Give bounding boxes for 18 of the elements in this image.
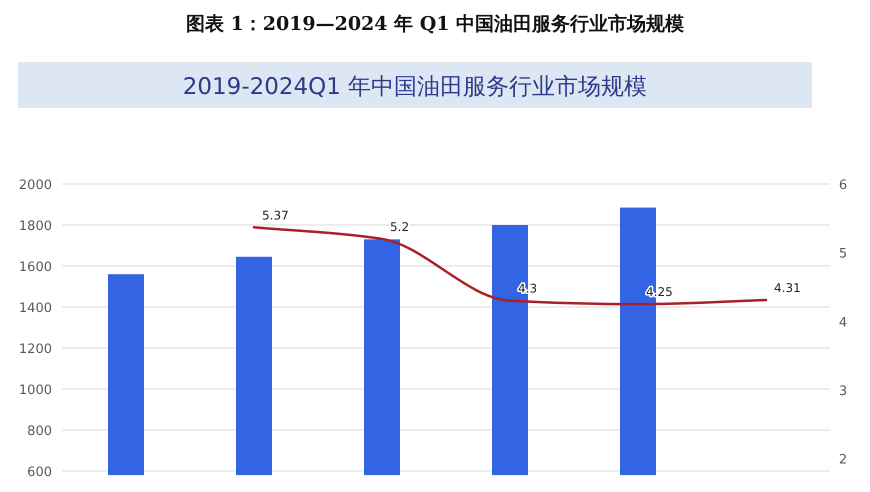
y-tick-label: 600 (27, 465, 52, 480)
y-tick-label: 1200 (18, 342, 52, 357)
y-tick-label: 1600 (18, 260, 52, 275)
y-tick-label: 1800 (18, 219, 52, 234)
y2-tick-label: 2 (838, 452, 848, 468)
data-label: 4.31 (774, 281, 801, 296)
y-tick-label: 800 (27, 424, 52, 439)
y-tick-label: 1400 (18, 301, 52, 316)
y2-tick-label: 3 (838, 384, 848, 399)
y2-tick-label: 4 (838, 315, 848, 330)
y-tick-label: 2000 (18, 178, 52, 193)
chart-title: 图表 1：2019—2024 年 Q1 中国油田服务行业市场规模 (186, 13, 684, 35)
y-tick-label: 1000 (18, 383, 52, 398)
chart-subtitle: 2019-2024Q1 年中国油田服务行业市场规模 (182, 74, 648, 100)
data-label: 5.37 (262, 208, 289, 222)
y2-tick-label: 6 (838, 178, 848, 193)
y2-tick-label: 5 (838, 246, 848, 262)
data-label: 5.2 (390, 220, 410, 234)
